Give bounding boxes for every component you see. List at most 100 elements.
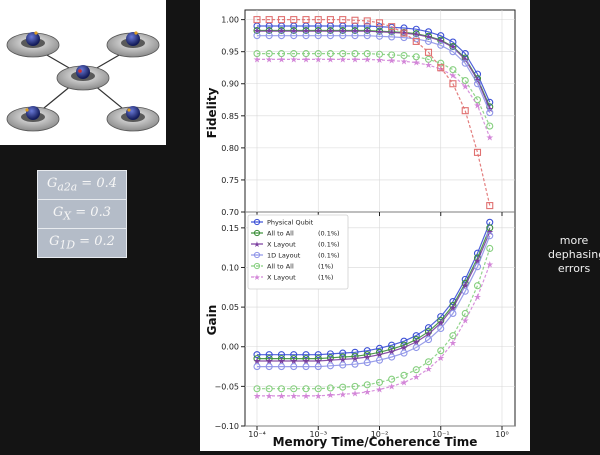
data-point [302,32,310,40]
data-point [449,66,457,74]
data-point: ★ [314,357,322,367]
data-point [388,341,396,349]
data-point: ★ [302,55,310,65]
data-point [388,353,396,361]
data-point [363,26,371,35]
data-point [486,232,494,240]
data-point [302,351,310,359]
qubit-layout-diagram [0,0,166,145]
data-point: ★ [290,392,298,402]
data-point [290,50,298,58]
data-point [253,363,261,371]
data-point: ★ [314,392,322,402]
data-point [400,349,408,357]
data-point: ★ [351,55,359,65]
data-point: ★ [363,353,371,363]
data-point: ★ [400,57,408,67]
data-point [412,343,420,352]
data-point: ★ [437,65,445,75]
data-point: ★ [290,55,298,65]
param-value: 0.2 [94,234,115,250]
data-point [363,351,371,359]
data-point [326,16,334,24]
data-point [277,50,286,58]
fidelity-gain-chart: ★ ★ ★ ★ ★ ★ ★ ★ ★ ★ ★ ★ ★ ★ ★ ★ ★ ★ ★ ★ ★ ★ ★ ★ ★ ★ ★ ★ ★ ★ ★ ★ ★ ★ ★ ★ ★ ★ ★ ★… [200,0,530,451]
data-point [351,26,359,35]
y-tick-label: 0.75 [221,176,239,185]
data-point [277,385,286,393]
y-tick-label: 0.80 [221,144,239,153]
x-tick-label: 10⁻² [371,430,389,439]
data-point [277,26,286,35]
data-point: ★ [375,386,383,396]
gain-axis-label: Gain [205,305,219,336]
data-point [486,202,494,210]
param-cell: Ga2a = 0.4 [37,170,127,200]
data-point: ★ [473,257,481,267]
data-point [314,16,322,24]
series-line [257,30,491,110]
data-point [461,54,469,62]
data-point: ★ [388,382,396,392]
data-point: ★ [339,355,347,365]
data-point [314,351,322,359]
legend-rate: (0.1%) [318,230,340,238]
data-point: ★ [412,59,420,69]
data-point [339,16,347,24]
series-line [257,29,491,108]
data-point [412,37,420,45]
y-tick-label: −0.05 [214,382,239,391]
data-point [290,16,298,24]
x-tick-label: 10⁰ [495,430,508,439]
data-point: ★ [375,351,383,361]
data-point [290,385,298,393]
data-point [375,32,384,40]
data-point: ★ [424,330,432,340]
data-point [424,324,433,332]
qubit-node-top-left [6,31,60,58]
data-point: ★ [424,365,432,375]
param-subscript: 1D [59,238,76,252]
data-point: ★ [449,339,457,349]
legend-marker: ★ [253,240,260,249]
data-point [449,38,457,46]
y-tick-label: 0.85 [221,112,239,121]
data-point [265,351,273,359]
data-point [375,23,384,31]
data-point [326,26,334,35]
data-point: ★ [351,355,359,365]
data-point [314,363,322,371]
qubit-node-top-right [106,31,160,58]
data-point [302,16,310,24]
data-point [424,37,433,45]
y-tick-label: 0.95 [221,48,239,57]
data-point [449,80,457,88]
legend-label: X Layout [267,241,296,249]
data-point [351,352,359,360]
data-point [400,51,408,60]
data-point [400,371,408,379]
data-point: ★ [326,356,334,366]
param-row: GX = 0.3 [37,199,127,229]
data-point [461,50,469,58]
data-point [265,50,273,58]
y-tick-label: 0.90 [221,80,239,89]
x-axis-label: Memory Time/Coherence Time [273,435,478,449]
data-point: ★ [412,373,420,383]
data-point [339,349,347,357]
annotation-line: dephasing [548,248,600,261]
qubit-node-bottom-right [106,106,160,132]
data-point [363,50,371,58]
data-point: ★ [375,56,383,66]
data-point [253,385,261,393]
legend-marker [253,218,261,226]
data-point [265,26,273,35]
data-point: ★ [339,390,347,400]
data-point: ★ [277,357,285,367]
data-point [449,332,457,340]
data-point [351,50,359,58]
data-point [449,43,457,51]
data-point: ★ [437,319,445,329]
data-point [400,29,408,37]
qubit-diagram-svg [6,31,160,132]
